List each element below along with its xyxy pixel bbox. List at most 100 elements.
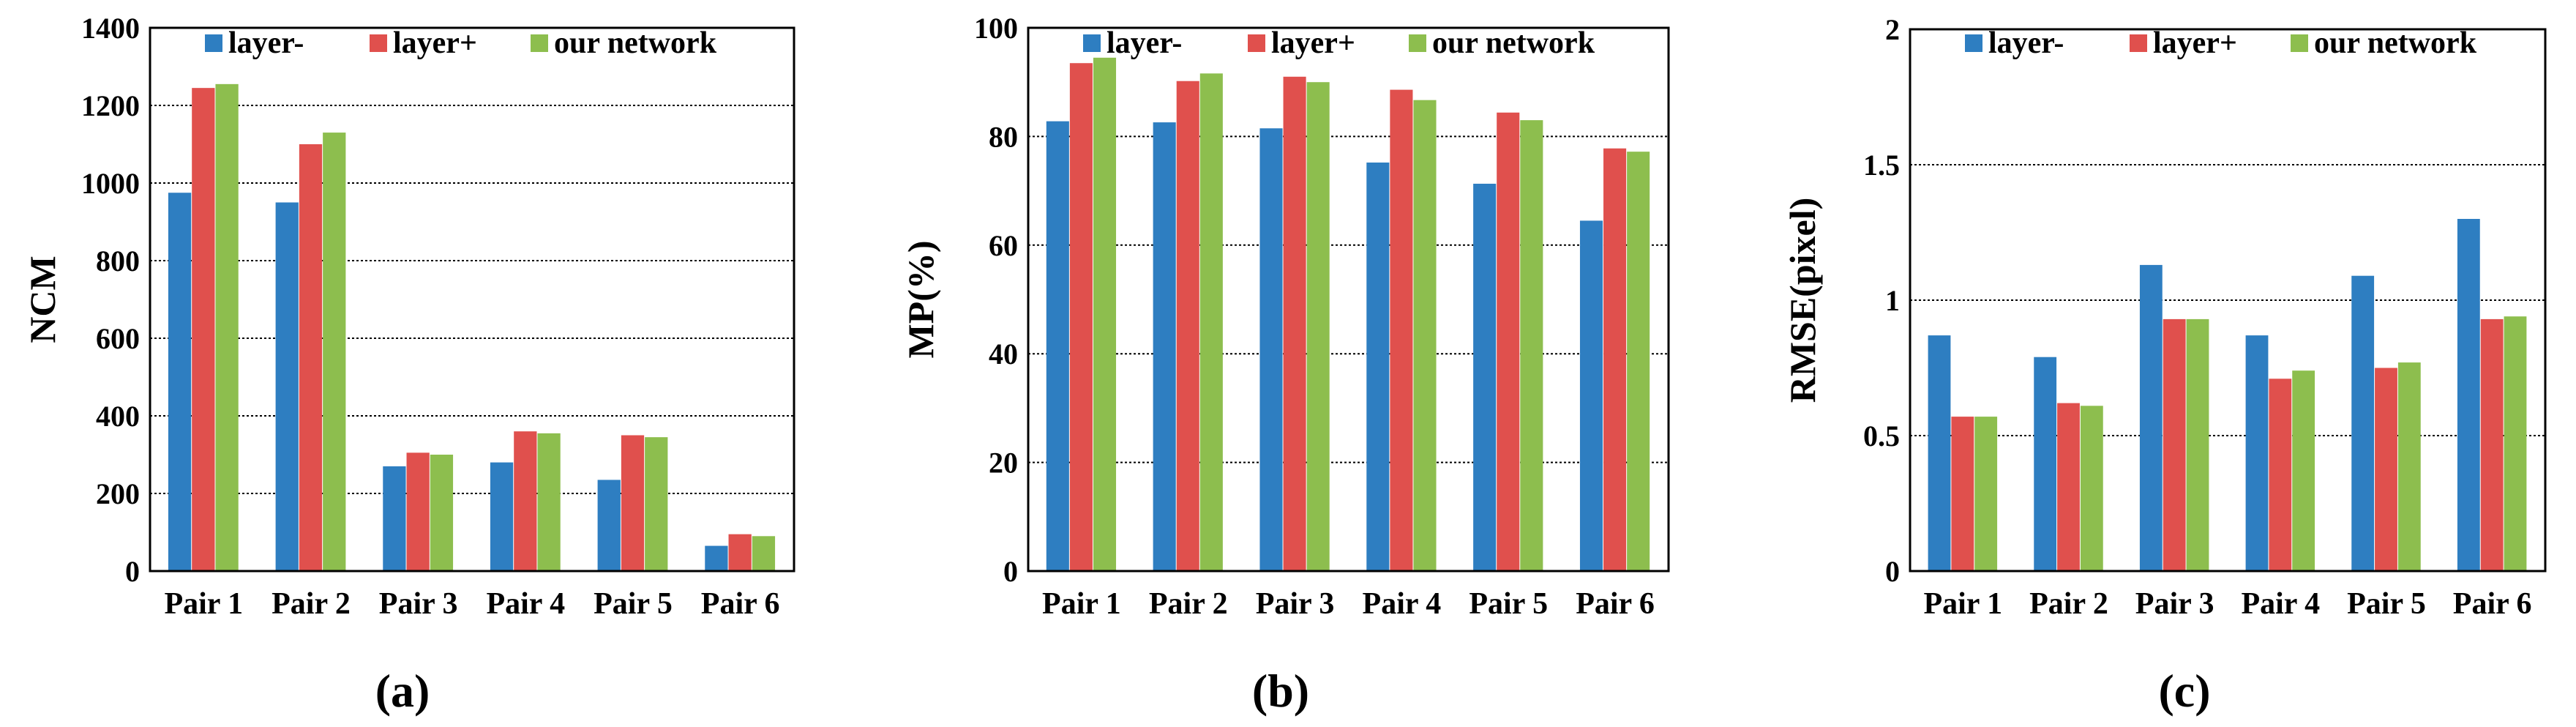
bar [728,534,752,571]
bar [2351,275,2375,571]
y-tick-label: 200 [96,477,140,510]
bar [430,455,454,571]
bar [1974,417,1998,571]
bar [2034,357,2057,571]
bar [621,435,645,571]
bar [1520,120,1543,571]
legend-label: layer- [1107,26,1182,60]
bar [192,88,215,571]
x-tick-label: Pair 1 [1923,587,2002,621]
legend-label: our network [2314,26,2477,60]
bar [1579,220,1603,571]
x-tick-label: Pair 2 [1149,587,1228,621]
x-tick-label: Pair 5 [2347,587,2426,621]
x-tick-label: Pair 5 [594,587,673,621]
bar [2375,368,2397,571]
y-tick-label: 0 [1003,555,1018,588]
y-tick-label: 1000 [81,167,140,200]
legend-swatch [1248,34,1265,52]
bar [2480,318,2504,571]
x-tick-label: Pair 3 [379,587,458,621]
bar [537,433,561,571]
y-tick-label: 0.5 [1863,420,1900,452]
panel-label: (a) [375,665,430,717]
legend-label: layer- [228,26,304,60]
bar [168,193,192,571]
bar [1046,121,1069,571]
bar [1413,100,1437,571]
legend-label: our network [554,26,717,60]
bar [752,536,776,571]
bar [1176,81,1199,571]
y-tick-label: 80 [989,120,1018,153]
panel-label: (b) [1252,665,1309,717]
y-tick-label: 60 [989,229,1018,262]
bar [2245,335,2269,571]
bar [406,452,430,571]
x-tick-label: Pair 1 [164,587,243,621]
y-tick-label: 0 [1885,555,1900,588]
bar [514,431,537,571]
x-tick-label: Pair 6 [2453,587,2532,621]
x-tick-label: Pair 4 [2241,587,2320,621]
legend-label: layer- [1988,26,2064,60]
y-axis-label: NCM [22,256,63,343]
bar [1283,76,1306,571]
y-tick-label: 1200 [81,89,140,122]
y-tick-label: 20 [989,447,1018,480]
bar [490,462,514,571]
y-tick-label: 1 [1885,284,1900,317]
bar [2292,370,2315,571]
bar [383,466,406,571]
y-axis-label: MP(%) [900,240,941,358]
bar [2163,318,2186,571]
legend-swatch [531,34,548,52]
x-tick-label: Pair 5 [1469,587,1548,621]
panel-label: (c) [2158,665,2210,717]
x-tick-label: Pair 6 [1576,587,1655,621]
legend-swatch [370,34,387,52]
bar [275,202,299,571]
y-tick-label: 40 [989,338,1018,370]
plot-frame [149,26,795,573]
bar [2139,264,2163,571]
legend-swatch [1409,34,1426,52]
bar [2504,316,2527,571]
plot-frame [1909,28,2547,573]
bar [215,83,239,572]
x-tick-label: Pair 4 [486,587,565,621]
bar [1199,73,1223,571]
legend-label: our network [1432,26,1595,60]
x-tick-label: Pair 2 [272,587,351,621]
y-tick-label: 2 [1885,13,1900,46]
x-tick-label: Pair 6 [701,587,780,621]
x-tick-label: Pair 3 [2135,587,2214,621]
y-tick-label: 1.5 [1863,149,1900,182]
bar [1390,89,1413,571]
bar [705,545,728,571]
x-tick-label: Pair 1 [1042,587,1121,621]
x-tick-label: Pair 2 [2029,587,2108,621]
y-tick-label: 800 [96,245,140,277]
x-tick-label: Pair 3 [1256,587,1335,621]
y-tick-label: 400 [96,400,140,433]
bar [2186,318,2209,571]
bar [1306,82,1330,571]
bar [2397,362,2421,571]
x-tick-label: Pair 4 [1363,587,1442,621]
bar [1928,335,1951,571]
bar [2269,379,2292,571]
legend-swatch [1083,34,1101,52]
legend-swatch [1965,34,1982,52]
legend-label: layer+ [393,26,477,60]
legend-swatch [2291,34,2308,52]
bar [2057,403,2080,571]
bar [1603,148,1627,571]
bar [323,133,346,572]
bar [1366,163,1390,572]
bar [1951,417,1974,571]
bar [2457,219,2480,571]
bar [1497,112,1520,571]
bar [299,144,323,571]
